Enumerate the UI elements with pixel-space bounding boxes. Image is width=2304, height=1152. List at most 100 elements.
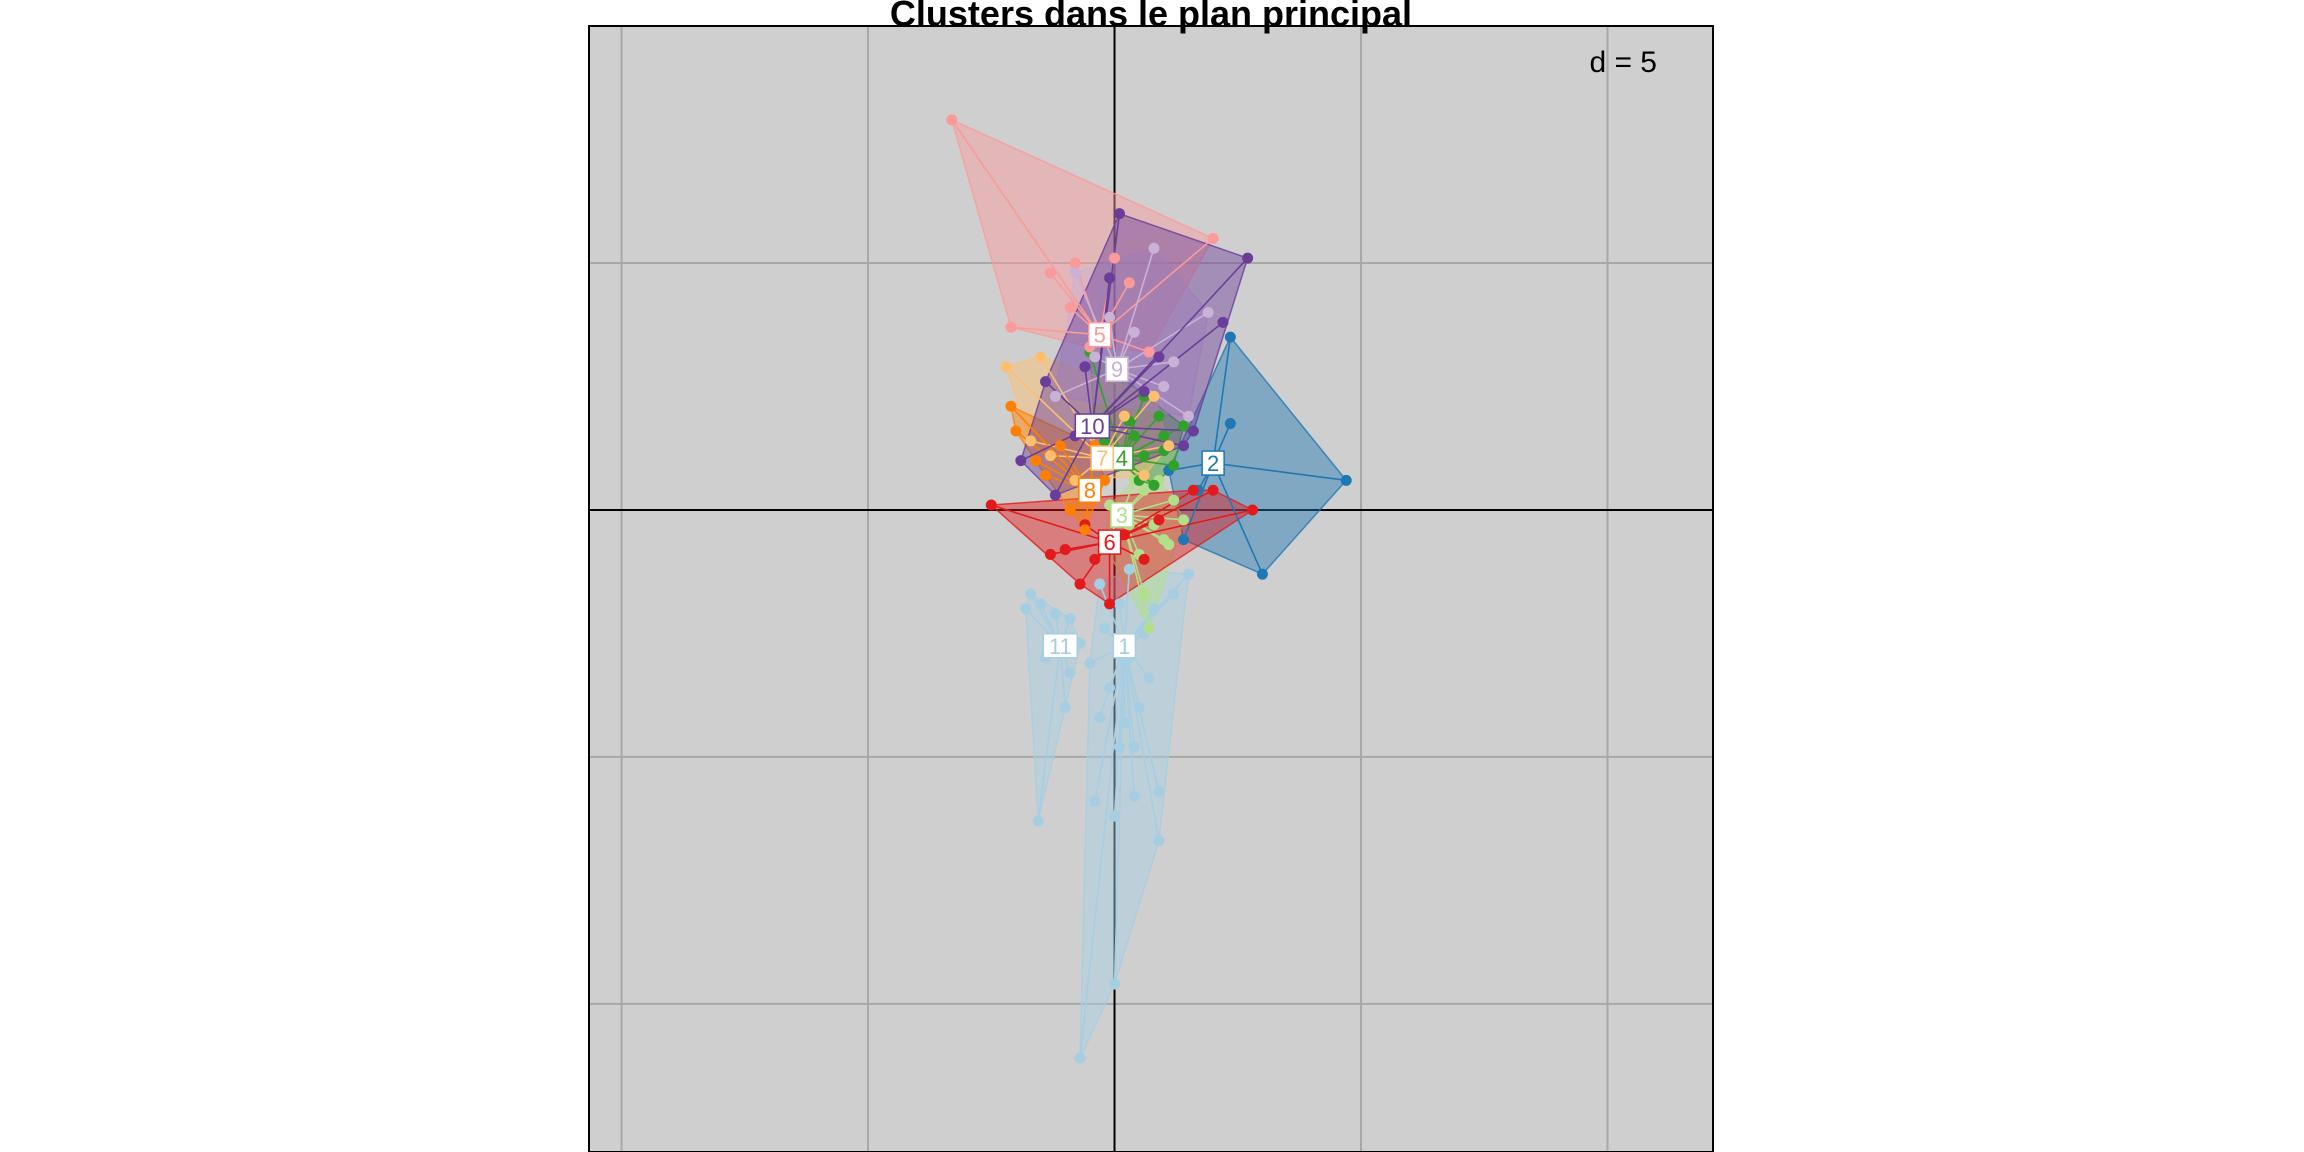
cluster-11-point [1020, 603, 1032, 615]
cluster-5-point [1207, 232, 1219, 244]
cluster-1-point [1153, 835, 1165, 847]
cluster-9-point [1158, 381, 1170, 393]
cluster-1-point [1109, 810, 1121, 822]
cluster-10-label: 10 [1074, 413, 1111, 439]
cluster-7-point [1138, 469, 1150, 481]
cluster-11-point [1064, 613, 1076, 625]
cluster-2-ray [1213, 462, 1347, 482]
cluster-1-point [1148, 603, 1160, 615]
cluster-1-point [1099, 623, 1111, 635]
cluster-4-point [1158, 430, 1170, 442]
cluster-6-point [1089, 553, 1101, 565]
cluster-1-ray [1094, 645, 1126, 802]
cluster-3-point [1138, 588, 1150, 600]
cluster-1-label: 1 [1112, 633, 1137, 659]
cluster-6-ray [1109, 509, 1253, 543]
cluster-6-point [1059, 543, 1071, 555]
cluster-11-point [1032, 815, 1044, 827]
cluster-7-point [1069, 474, 1081, 486]
cluster-10-point [1104, 272, 1116, 284]
cluster-2-point [1224, 418, 1236, 430]
cluster-5-ray [1010, 326, 1100, 336]
cluster-3-label: 3 [1110, 502, 1134, 528]
cluster-1-point [1128, 790, 1140, 802]
cluster-11-label: 11 [1042, 633, 1079, 659]
cluster-10-ray [1091, 277, 1111, 427]
cluster-9-ray [1074, 272, 1118, 370]
cluster-8-point [1040, 469, 1052, 481]
cluster-9-point [1202, 306, 1214, 318]
cluster-7-label-box [1090, 445, 1114, 471]
cluster-5-point [1005, 321, 1017, 333]
cluster-5-ray [951, 119, 1101, 336]
cluster-points [946, 114, 1352, 1064]
cluster-8-point [1099, 474, 1111, 486]
chart-title: Clusters dans le plan principal [890, 0, 1412, 34]
cluster-5-label-box [1087, 321, 1112, 348]
cluster-4-label-text: 4 [1116, 446, 1128, 471]
cluster-10-point [1113, 208, 1125, 220]
cluster-7-label: 7 [1090, 445, 1114, 471]
cluster-1-point [1074, 1052, 1086, 1064]
plot-frame [588, 25, 1714, 1152]
cluster-7-ray [1030, 440, 1103, 459]
cluster-1-ray [1118, 645, 1126, 748]
cluster-1-point [1113, 741, 1125, 753]
cluster-7-point [1025, 435, 1037, 447]
cluster-4-point [1148, 479, 1160, 491]
cluster-1-point [1113, 598, 1125, 610]
cluster-10-point [1178, 440, 1190, 452]
plot-background [589, 26, 1713, 1152]
cluster-10-point [1079, 361, 1091, 373]
cluster-4-point [1153, 410, 1165, 422]
cluster-3-label-text: 3 [1116, 503, 1128, 528]
cluster-10-point [1242, 252, 1254, 264]
cluster-9-label-text: 9 [1111, 357, 1123, 382]
cluster-2-label-box [1201, 450, 1225, 476]
cluster-7-point [1044, 450, 1056, 462]
cluster-11-point [1049, 608, 1061, 620]
cluster-1-point [1182, 568, 1194, 580]
cluster-2-ray [1182, 462, 1214, 540]
cluster-11-point [1025, 588, 1037, 600]
cluster-5-point [946, 114, 958, 126]
cluster-4-point [1128, 430, 1140, 442]
cluster-10-label-box [1074, 413, 1111, 439]
cluster-3-point [1138, 484, 1150, 496]
cluster-1-ray [1123, 645, 1160, 842]
cluster-8-point [1010, 425, 1022, 437]
cluster-11-point [1059, 702, 1071, 714]
cluster-11-point [1064, 667, 1076, 679]
cluster-1-point [1084, 657, 1096, 669]
cluster-6-point [1104, 598, 1116, 610]
cluster-9-point [1049, 390, 1061, 402]
cluster-5-point [1109, 252, 1121, 264]
cluster-6-point [1074, 578, 1086, 590]
cluster-9-point [1168, 356, 1180, 368]
cluster-9-label-box [1105, 356, 1129, 382]
cluster-6-point [1153, 514, 1165, 526]
cluster-6-point [1207, 484, 1219, 496]
cluster-9-label: 9 [1105, 356, 1129, 382]
cluster-9-point [1182, 410, 1194, 422]
cluster-10-label-text: 10 [1080, 414, 1104, 439]
cluster-4-point [1138, 450, 1150, 462]
cluster-8-point [1030, 455, 1042, 467]
cluster-6-point [985, 499, 997, 511]
grid-scale-label: d = 5 [1589, 46, 1657, 79]
cluster-1-label-box [1112, 633, 1137, 659]
cluster-10-point [1138, 385, 1150, 397]
cluster-10-point [1153, 351, 1165, 363]
cluster-9-point [1128, 326, 1140, 338]
cluster-1-point [1143, 672, 1155, 684]
cluster-1-point [1094, 578, 1106, 590]
cluster-5-point [1064, 302, 1076, 313]
cluster-9-ray [1116, 311, 1209, 370]
cluster-7-point [1163, 440, 1175, 452]
cluster-1-point [1168, 588, 1180, 600]
cluster-9-point [1069, 267, 1081, 279]
cluster-3-point [1143, 623, 1155, 635]
cluster-5-point [1143, 346, 1155, 358]
cluster-5-label-text: 5 [1094, 323, 1106, 348]
cluster-6-ray [991, 504, 1110, 543]
